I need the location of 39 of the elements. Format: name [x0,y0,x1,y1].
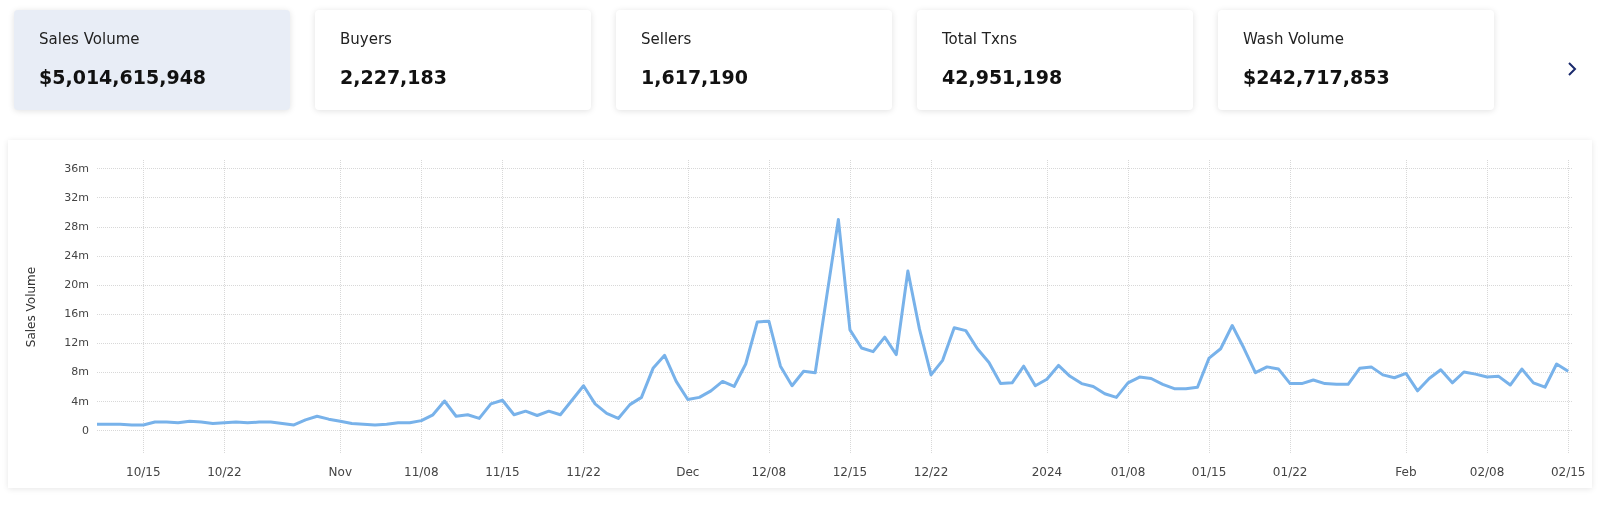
y-tick-label: 28m [64,220,89,234]
x-tick-label: 10/15 [126,465,161,479]
text: 42,951,198 [942,66,1063,88]
text: 2,227,183 [340,66,447,88]
text: $5,014,615,948 [39,66,207,88]
y-tick-label: 16m [64,307,89,321]
x-tick-label: 11/15 [485,465,520,479]
x-tick-label: 12/08 [751,465,787,479]
y-axis-title: Sales Volume [24,266,38,348]
y-tick-label: 20m [64,278,89,292]
x-tick-label: 12/22 [913,465,949,479]
x-tick-label: 02/15 [1550,465,1586,479]
x-tick-label: Nov [328,465,352,479]
y-tick-label: 24m [64,249,89,263]
x-tick-label: 01/08 [1110,465,1146,479]
x-tick-label: 10/22 [207,465,242,479]
y-tick-label: 4m [71,394,89,408]
x-tick-label: 11/08 [404,465,439,479]
line-series [95,218,1570,427]
x-tick-label: 02/08 [1469,465,1505,479]
x-tick-label: 11/22 [566,465,601,479]
category-label: Wash Volume [1243,30,1345,48]
category-label: Sellers [641,30,693,48]
text: $242,717,853 [1243,66,1390,88]
x-tick-label: 12/15 [832,465,868,479]
x-tick-label: 01/22 [1272,465,1308,479]
x-tick-label: 2024 [1031,465,1063,479]
category-label: Sales Volume [39,30,141,48]
x-tick-label: 01/15 [1191,465,1227,479]
y-tick-label: 12m [64,336,89,350]
y-tick-label: 0 [82,423,89,437]
text: 1,617,190 [641,66,748,88]
y-tick-label: 8m [71,365,89,379]
x-tick-label: Dec [676,465,700,479]
y-tick-label: 32m [64,191,89,205]
x-tick-label: Feb [1395,465,1417,479]
category-label: Total Txns [942,30,1019,48]
y-tick-label: 36m [64,162,89,176]
category-label: Buyers [340,30,393,48]
